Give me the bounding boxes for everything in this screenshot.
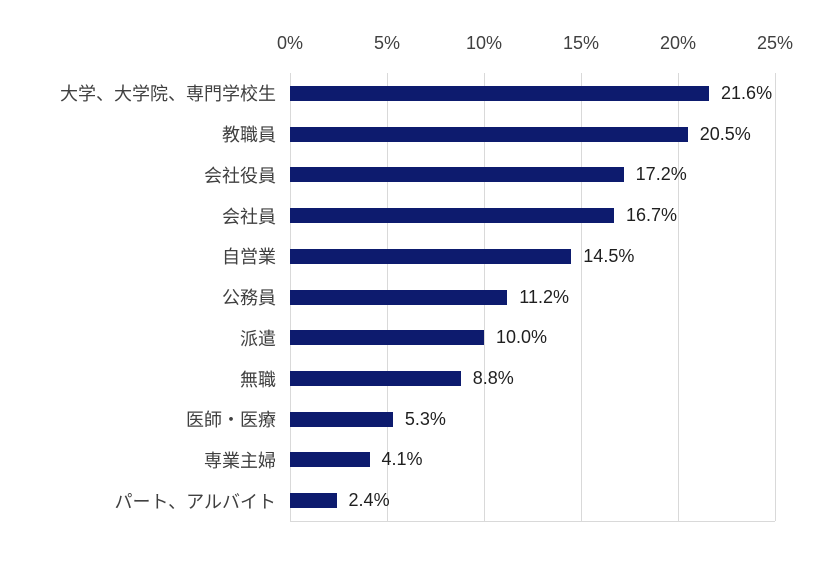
- value-label: 5.3%: [404, 408, 446, 429]
- value-label: 14.5%: [583, 245, 635, 266]
- value-label: 21.6%: [721, 82, 773, 103]
- bar-row: 5.3%: [290, 399, 775, 440]
- bar: [290, 411, 393, 427]
- x-tick-label: 5%: [373, 33, 401, 53]
- bar-row: 8.8%: [290, 358, 775, 399]
- category-axis: 大学、大学院、専門学校生教職員会社役員会社員自営業公務員派遣無職医師・医療専業主…: [0, 73, 276, 521]
- x-tick-label: 0%: [276, 33, 304, 53]
- value-label: 16.7%: [625, 205, 678, 226]
- value-label: 10.0%: [496, 327, 548, 348]
- category-label: 自営業: [222, 247, 276, 268]
- bar: [290, 452, 370, 468]
- bar-row: 17.2%: [290, 154, 775, 195]
- bar: [290, 208, 614, 224]
- category-label: 会社役員: [204, 165, 276, 186]
- bar-row: 4.1%: [290, 440, 775, 481]
- bar: [290, 330, 484, 346]
- x-tick-label: 20%: [659, 33, 697, 53]
- category-label: 公務員: [222, 288, 276, 309]
- bar-row: 10.0%: [290, 317, 775, 358]
- plot-area: 21.6% 20.5% 17.2% 16.7% 14.5% 11.2% 10.0% 8.8% 5…: [289, 73, 776, 522]
- bar-row: 2.4%: [290, 480, 775, 521]
- category-label: 教職員: [222, 125, 276, 146]
- bar: [290, 248, 572, 264]
- x-tick-label: 15%: [562, 33, 600, 53]
- x-tick-label: 10%: [465, 33, 503, 53]
- bar-row: 21.6%: [290, 73, 775, 114]
- gridline: [677, 73, 679, 521]
- value-label: 11.2%: [519, 286, 569, 307]
- gridline: [580, 73, 582, 521]
- category-label: パート、アルバイト: [114, 491, 276, 512]
- x-axis: 0% 5% 10% 15% 20% 25%: [277, 30, 793, 56]
- bar-row: 20.5%: [290, 114, 775, 155]
- bar: [290, 85, 710, 101]
- bar: [290, 493, 337, 509]
- category-label: 派遣: [240, 328, 276, 349]
- bar: [290, 289, 508, 305]
- x-tick-label: 25%: [756, 33, 794, 53]
- gridline: [774, 73, 776, 521]
- value-label: 8.8%: [472, 368, 514, 388]
- bar-row: 16.7%: [290, 195, 775, 236]
- value-label: 4.1%: [381, 449, 423, 470]
- bar: [290, 371, 461, 386]
- category-label: 無職: [240, 369, 276, 390]
- bar: [290, 167, 624, 183]
- value-label: 17.2%: [635, 164, 687, 185]
- category-label: 医師・医療: [186, 410, 276, 431]
- bar-rows: 21.6% 20.5% 17.2% 16.7% 14.5% 11.2% 10.0% 8.8% 5…: [290, 73, 775, 521]
- value-label: 20.5%: [699, 123, 751, 144]
- value-label: 2.4%: [348, 490, 390, 511]
- category-label: 大学、大学院、専門学校生: [60, 84, 276, 105]
- category-label: 専業主婦: [204, 450, 276, 471]
- bar-row: 11.2%: [290, 277, 775, 318]
- bar-row: 14.5%: [290, 236, 775, 277]
- category-label: 会社員: [222, 206, 276, 227]
- bar: [290, 126, 688, 142]
